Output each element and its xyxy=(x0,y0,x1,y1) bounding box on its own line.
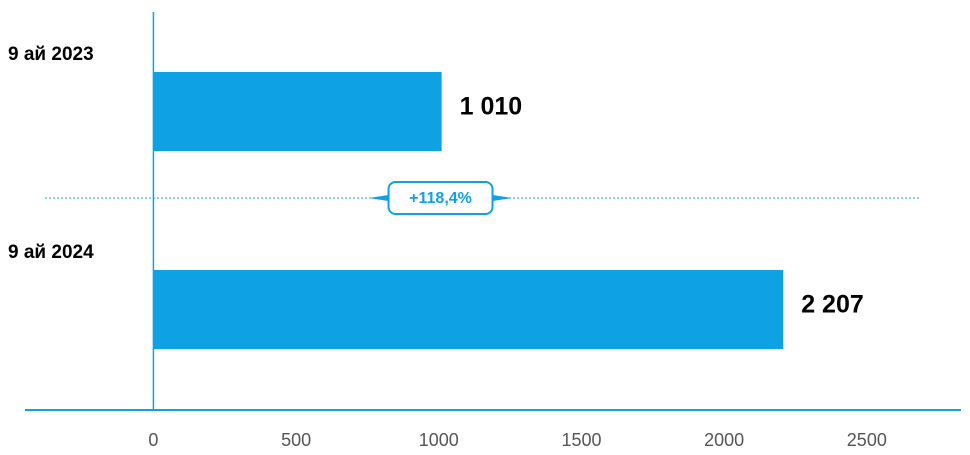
bar xyxy=(153,72,442,151)
cat-label: 9 ай 2023 xyxy=(8,44,94,65)
cat-label: 9 ай 2024 xyxy=(8,242,94,263)
bar xyxy=(153,270,784,349)
annotation-box xyxy=(387,181,494,215)
x-tick-label: 2500 xyxy=(847,430,887,450)
annotation: +118,4% xyxy=(409,190,472,207)
value-label: 2 207 xyxy=(801,291,864,319)
x-tick-label: 2000 xyxy=(704,430,744,450)
x-tick-label: 500 xyxy=(281,430,311,450)
x-tick-label: 1500 xyxy=(561,430,601,450)
x-tick-label: 1000 xyxy=(419,430,459,450)
value-label: 1 010 xyxy=(460,93,523,121)
x-tick-label: 0 xyxy=(148,430,158,450)
